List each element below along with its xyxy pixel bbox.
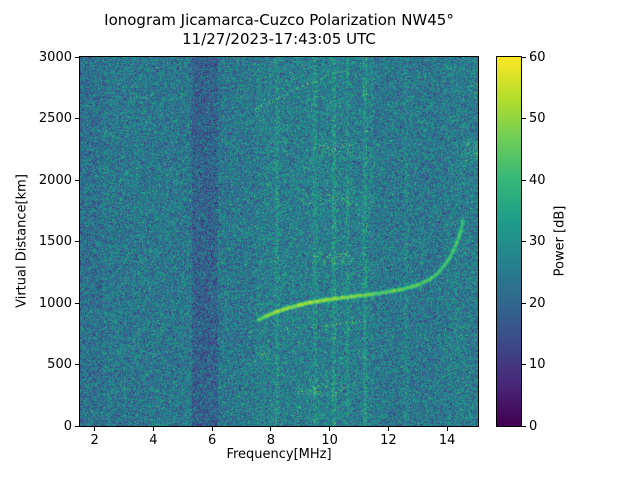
- chart-title: Ionogram Jicamarca-Cuzco Polarization NW…: [80, 11, 478, 49]
- colorbar-tick-label: 0: [529, 418, 538, 434]
- colorbar-tick-mark: [522, 364, 526, 365]
- y-tick-label: 500: [47, 357, 72, 372]
- colorbar-tick-mark: [522, 179, 526, 181]
- x-tick-mark: [94, 427, 96, 431]
- y-tick-label: 2000: [38, 172, 72, 188]
- x-tick-label: 4: [149, 433, 158, 448]
- x-tick-mark: [270, 427, 272, 431]
- colorbar-tick-label: 40: [529, 172, 546, 188]
- y-axis-label: Virtual Distance[km]: [14, 174, 30, 308]
- x-tick-label: 6: [208, 433, 217, 448]
- x-tick-mark: [211, 427, 213, 431]
- y-tick-mark: [75, 302, 79, 304]
- x-tick-label: 10: [321, 433, 338, 448]
- colorbar-tick-label: 20: [529, 295, 546, 311]
- y-tick-mark: [75, 241, 79, 242]
- x-tick-mark: [152, 427, 154, 431]
- y-tick-label: 1500: [38, 234, 72, 249]
- x-tick-label: 2: [90, 433, 99, 448]
- y-tick-mark: [75, 179, 79, 181]
- chart-title-line1: Ionogram Jicamarca-Cuzco Polarization NW…: [104, 11, 454, 29]
- y-tick-label: 2500: [38, 111, 72, 126]
- y-tick-label: 3000: [38, 49, 72, 65]
- y-tick-mark: [75, 118, 79, 119]
- colorbar-tick-label: 10: [529, 357, 546, 372]
- colorbar-tick-mark: [522, 241, 526, 242]
- chart-title-line2: 11/27/2023-17:43:05 UTC: [182, 30, 376, 48]
- x-axis-label: Frequency[MHz]: [226, 447, 332, 462]
- colorbar-tick-mark: [522, 425, 526, 427]
- x-tick-mark: [446, 427, 448, 431]
- y-tick-mark: [75, 364, 79, 365]
- colorbar-tick-mark: [522, 56, 526, 58]
- colorbar-label: Power [dB]: [552, 205, 568, 277]
- heatmap-canvas: [80, 57, 478, 426]
- colorbar-tick-mark: [522, 302, 526, 304]
- colorbar-tick-label: 50: [529, 111, 546, 126]
- y-tick-label: 1000: [38, 295, 72, 311]
- x-tick-mark: [387, 427, 389, 431]
- x-tick-label: 12: [380, 433, 397, 448]
- plot-area: [79, 56, 479, 427]
- colorbar-tick-mark: [522, 118, 526, 119]
- x-tick-mark: [329, 427, 331, 431]
- x-tick-label: 8: [266, 433, 276, 448]
- x-tick-label: 14: [438, 433, 456, 448]
- colorbar-tick-label: 30: [529, 234, 546, 249]
- y-tick-label: 0: [63, 418, 72, 434]
- y-tick-mark: [75, 56, 79, 58]
- colorbar-tick-label: 60: [529, 49, 546, 65]
- colorbar: [496, 56, 522, 427]
- colorbar-canvas: [497, 57, 521, 426]
- y-tick-mark: [75, 425, 79, 427]
